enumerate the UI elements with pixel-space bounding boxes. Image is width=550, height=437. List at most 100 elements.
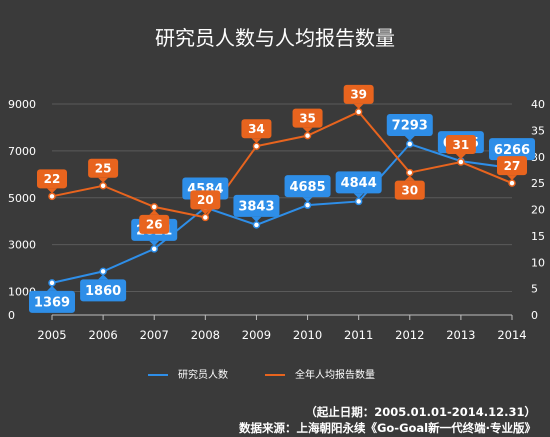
reports-point [457, 158, 465, 166]
reports-data-label: 20 [197, 193, 214, 207]
legend-swatch-reports [265, 374, 285, 376]
x-tick-label: 2009 [242, 328, 271, 342]
reports-point [354, 108, 363, 116]
x-tick-label: 2014 [497, 328, 526, 342]
y-right-tick-label: 20 [531, 204, 545, 217]
researchers-data-label: 4844 [341, 176, 377, 191]
reports-label-pointer [404, 175, 415, 181]
researchers-line [51, 142, 513, 284]
x-tick-label: 2005 [37, 328, 66, 342]
researchers-point [303, 201, 312, 209]
reports-label-box [497, 156, 527, 176]
reports-label-pointer [251, 138, 262, 144]
researchers-point [48, 279, 56, 287]
legend-item-reports: 全年人均报告数量 [265, 366, 375, 381]
researchers-label-pointer [251, 216, 262, 222]
x-tick-label: 2008 [191, 328, 220, 342]
reports-point [303, 131, 312, 140]
y-right-tick-label: 5 [531, 283, 538, 296]
reports-label-pointer [98, 177, 109, 183]
reports-point [150, 203, 158, 211]
researchers-point [150, 245, 158, 253]
y-right-tick-label: 10 [531, 256, 545, 269]
chart-title: 研究员人数与人均报告数量 [155, 26, 395, 50]
legend-swatch-researchers [148, 374, 168, 376]
reports-label-pointer [353, 103, 364, 109]
researchers-data-label: 3843 [238, 200, 274, 215]
reports-label-pointer [200, 209, 211, 215]
researchers-label-box [80, 279, 127, 302]
researchers-label-box [489, 138, 535, 161]
researchers-label-pointer [98, 274, 109, 280]
reports-data-label: 39 [350, 88, 367, 102]
reports-point [508, 179, 516, 187]
reports-label-box [445, 135, 476, 155]
reports-label-pointer [455, 154, 466, 160]
researchers-data-label: 7293 [392, 119, 428, 134]
researchers-data-label: 4685 [289, 180, 325, 195]
y-left-tick-label: 0 [8, 309, 15, 322]
reports-data-label: 30 [401, 183, 418, 197]
researchers-data-label: 1369 [34, 296, 70, 311]
researchers-label-box [233, 194, 280, 217]
y-right-tick-label: 15 [531, 230, 545, 243]
reports-label-pointer [302, 127, 313, 133]
y-right-tick-label: 0 [531, 309, 538, 322]
reports-data-label: 25 [95, 162, 112, 176]
x-tick-label: 2013 [446, 328, 475, 342]
y-right-tick-label: 35 [531, 124, 545, 137]
researchers-label-box [335, 171, 382, 194]
reports-label-box [37, 169, 67, 189]
researchers-point [406, 140, 414, 148]
reports-point [201, 213, 210, 222]
y-left-tick-label: 9000 [8, 98, 36, 111]
y-right-tick-label: 40 [531, 98, 545, 111]
reports-label-box [292, 108, 323, 128]
researchers-label-box [284, 175, 331, 198]
researchers-label-pointer [353, 193, 364, 199]
reports-data-label: 22 [44, 172, 61, 186]
reports-point [252, 142, 261, 150]
x-tick-label: 2006 [88, 328, 117, 342]
reports-label-box [190, 190, 221, 210]
researchers-label-box [29, 290, 75, 313]
reports-label-box [394, 180, 425, 200]
y-left-tick-label: 3000 [8, 239, 36, 252]
footer-source: 数据来源：上海朝阳永续《Go-Goal新一代终端·专业版》 [238, 421, 536, 435]
footer-date-range: （起止日期：2005.01.01-2014.12.31） [305, 405, 536, 419]
legend-label-researchers: 研究员人数 [178, 370, 228, 381]
y-right-tick-label: 25 [531, 177, 545, 190]
reports-data-label: 26 [146, 218, 163, 232]
y-left-tick-label: 5000 [8, 192, 36, 205]
reports-label-pointer [507, 175, 517, 181]
x-tick-label: 2012 [395, 328, 424, 342]
reports-point [99, 182, 107, 190]
x-tick-label: 2010 [293, 328, 322, 342]
legend-label-reports: 全年人均报告数量 [295, 370, 375, 381]
reports-label-pointer [47, 188, 57, 194]
reports-line [51, 110, 513, 219]
researchers-label-pointer [302, 197, 313, 203]
researchers-label-pointer [149, 240, 160, 246]
reports-label-pointer [149, 209, 160, 215]
x-tick-label: 2011 [344, 328, 373, 342]
reports-label-box [139, 214, 170, 234]
reports-label-box [343, 84, 374, 104]
reports-label-box [241, 119, 272, 139]
reports-data-label: 31 [453, 138, 470, 152]
researchers-data-label: 1860 [85, 284, 121, 299]
reports-data-label: 27 [504, 159, 521, 173]
reports-data-label: 34 [248, 122, 265, 136]
reports-point [406, 168, 414, 177]
researchers-point [99, 267, 107, 276]
reports-label-box [88, 158, 119, 178]
researchers-point [252, 221, 261, 229]
researchers-point [354, 197, 363, 206]
researchers-data-label: 6266 [494, 143, 530, 158]
researchers-label-pointer [404, 136, 415, 142]
researchers-label-pointer [47, 285, 57, 291]
reports-data-label: 35 [299, 111, 316, 125]
reports-point [48, 192, 56, 201]
